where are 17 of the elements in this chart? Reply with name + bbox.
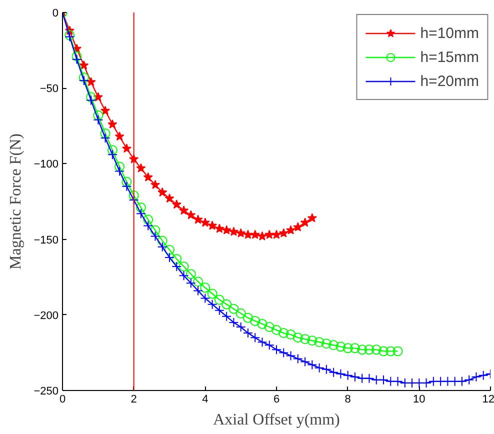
- y-tick-label: −200: [34, 310, 59, 322]
- y-axis-title: Magnetic Force F(N): [8, 134, 25, 270]
- x-tick-label: 10: [413, 394, 426, 406]
- y-tick-label: −100: [34, 158, 59, 171]
- y-tick-label: 0: [52, 8, 59, 20]
- x-tick-label: 6: [273, 394, 280, 406]
- x-tick-label: 2: [130, 394, 137, 406]
- y-tick-label: −50: [40, 83, 59, 96]
- legend-label: h=10mm: [420, 24, 479, 42]
- y-tick-label: −250: [34, 386, 59, 398]
- x-tick-label: 8: [344, 394, 351, 406]
- x-axis-title: Axial Offset y(mm): [213, 412, 340, 428]
- x-tick-label: 12: [482, 394, 494, 406]
- x-tick-label: 4: [202, 394, 208, 406]
- legend-label: h=15mm: [420, 48, 479, 66]
- y-tick-label: −150: [34, 234, 59, 246]
- legend-label: h=20mm: [420, 72, 479, 90]
